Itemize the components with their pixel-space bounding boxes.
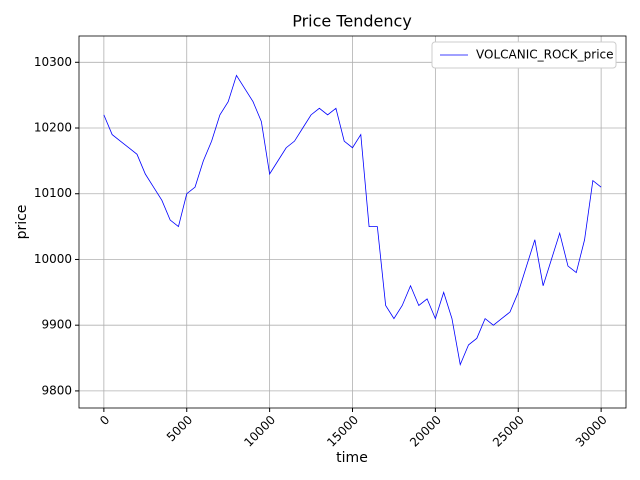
x-axis-label: time	[336, 450, 368, 466]
y-tick-label: 9900	[41, 318, 72, 332]
x-tick-label: 5000	[164, 413, 195, 444]
x-tick-label: 10000	[241, 413, 278, 450]
x-tick-label: 30000	[573, 413, 610, 450]
x-tick-label: 20000	[407, 413, 444, 450]
chart-title: Price Tendency	[292, 12, 412, 31]
price-line	[103, 74, 602, 367]
x-tick-label: 0	[97, 413, 112, 428]
y-tick-label: 10200	[34, 121, 72, 135]
x-tick-label: 25000	[490, 413, 527, 450]
y-tick-label: 10100	[34, 186, 72, 200]
y-tick-label: 9800	[41, 383, 72, 397]
y-axis-label: price	[14, 205, 30, 240]
legend-box	[431, 41, 617, 69]
legend-label: VOLCANIC_ROCK_price	[476, 48, 614, 62]
y-tick-label: 10000	[34, 252, 72, 266]
y-tick-label: 10300	[34, 55, 72, 69]
plot-frame	[78, 35, 627, 409]
x-tick-label: 15000	[324, 413, 361, 450]
